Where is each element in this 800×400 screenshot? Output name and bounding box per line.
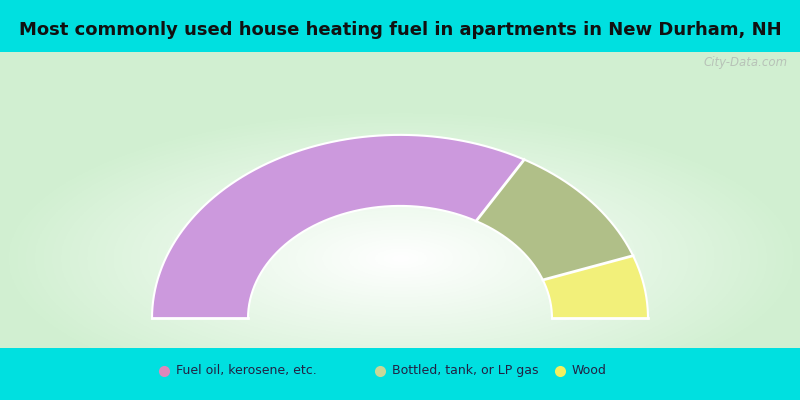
Text: Bottled, tank, or LP gas: Bottled, tank, or LP gas [392, 364, 538, 377]
Text: Most commonly used house heating fuel in apartments in New Durham, NH: Most commonly used house heating fuel in… [18, 21, 782, 39]
Text: Fuel oil, kerosene, etc.: Fuel oil, kerosene, etc. [176, 364, 317, 377]
Polygon shape [152, 135, 524, 318]
Polygon shape [543, 256, 648, 318]
Text: Wood: Wood [572, 364, 607, 377]
Text: City-Data.com: City-Data.com [704, 56, 788, 70]
Polygon shape [476, 160, 633, 280]
